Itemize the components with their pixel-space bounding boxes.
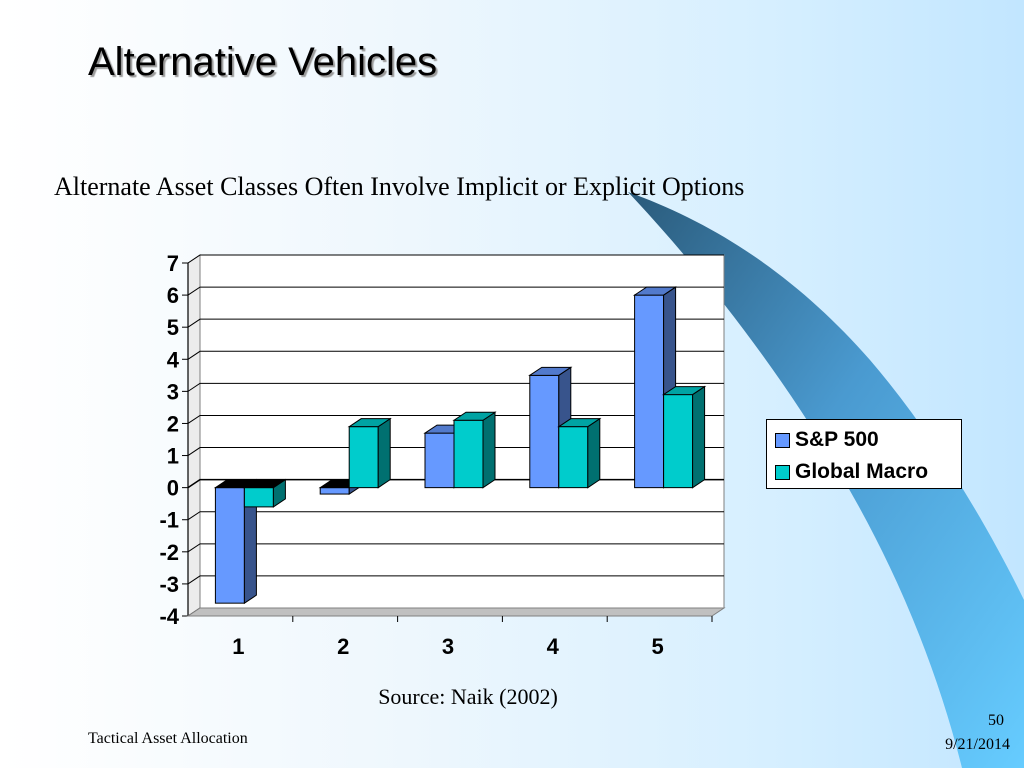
gridline: [187, 350, 724, 360]
gridline: [187, 575, 724, 585]
source-caption: Source: Naik (2002): [378, 684, 558, 709]
bar-side-global-macro-4: [587, 417, 601, 489]
slide-title: Alternative Vehicles: [88, 40, 438, 84]
gridline: [187, 543, 724, 553]
bar-top-global-macro-5: [661, 386, 707, 396]
chart-side-wall: [187, 254, 201, 617]
legend-item-global-macro: Global Macro: [775, 460, 928, 484]
bar-global-macro-2: [348, 426, 379, 489]
legend-swatch-global-macro: [775, 464, 790, 480]
bar-global-macro-5: [663, 394, 694, 489]
legend-label-sp500: S&P 500: [795, 428, 879, 451]
bar-sp500-1: [214, 487, 245, 604]
y-tick-label: -1: [159, 508, 179, 533]
chart-subtitle: Alternate Asset Classes Often Involve Im…: [54, 172, 745, 201]
x-tick-label: 2: [337, 634, 349, 659]
y-tick-label: 7: [167, 251, 179, 276]
y-tick-label: 0: [167, 476, 179, 501]
y-tick-label: 3: [167, 379, 179, 404]
chart-legend: S&P 500 Global Macro: [766, 419, 962, 489]
x-tick-label: 1: [232, 634, 244, 659]
bar-sp500-4: [529, 374, 560, 489]
y-tick-label: -2: [159, 540, 179, 565]
gridline: [187, 511, 724, 521]
bar-top-sp500-5: [632, 286, 678, 296]
bar-global-macro-4: [558, 426, 589, 489]
x-tick-label: 4: [547, 634, 560, 659]
x-tick-label: 3: [442, 634, 454, 659]
page-number: 50: [988, 712, 1004, 729]
bar-global-macro-3: [453, 419, 484, 489]
legend-label-global-macro: Global Macro: [795, 460, 929, 483]
y-tick-label: 2: [167, 411, 179, 436]
bar-global-macro-1: [243, 487, 274, 508]
y-tick-label: 6: [167, 283, 179, 308]
slide-date: 9/21/2014: [945, 736, 1010, 753]
bar-top-sp500-4: [528, 366, 573, 376]
chart-floor: [186, 607, 726, 617]
bar-top-global-macro-1: [242, 479, 288, 489]
y-tick-label: -4: [159, 604, 179, 629]
bar-top-global-macro-3: [452, 411, 497, 421]
bar-side-global-macro-3: [482, 411, 496, 489]
y-tick-label: 5: [167, 315, 179, 340]
bar-side-global-macro-2: [377, 417, 391, 489]
legend-item-sp500: S&P 500: [775, 428, 879, 452]
bar-sp500-5: [634, 294, 665, 489]
bar-side-global-macro-5: [692, 385, 706, 489]
y-tick-label: -3: [159, 572, 179, 597]
y-tick-label: 4: [167, 347, 180, 372]
gridline: [187, 318, 724, 328]
footer-title: Tactical Asset Allocation: [88, 730, 248, 747]
bar-top-global-macro-2: [347, 418, 392, 428]
bar-top-global-macro-4: [557, 418, 602, 428]
gridline: [187, 286, 724, 296]
legend-swatch-sp500: [775, 432, 790, 448]
x-tick-label: 5: [651, 634, 663, 659]
y-tick-label: 1: [167, 444, 179, 469]
gridline: [187, 254, 724, 264]
bar-sp500-3: [424, 432, 455, 489]
bar-sp500-2: [319, 487, 350, 495]
